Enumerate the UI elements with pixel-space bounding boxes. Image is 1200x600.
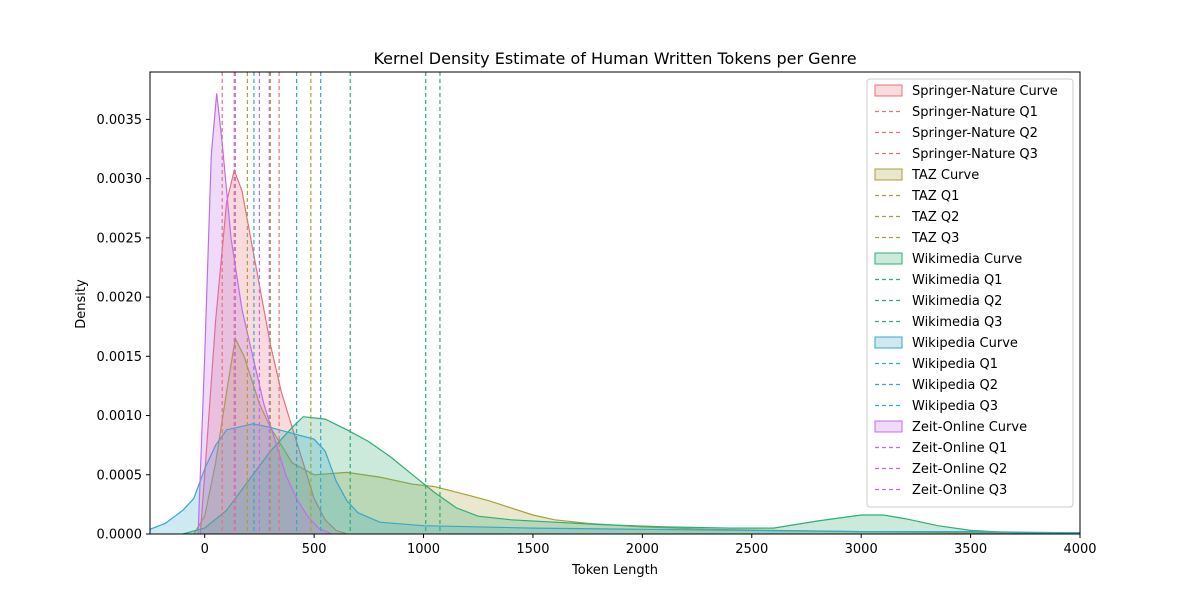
- zeit-online-area: [198, 93, 332, 534]
- y-tick-label: 0.0000: [97, 528, 143, 543]
- wikimedia-curve: [182, 416, 1080, 534]
- legend-box: [866, 78, 1074, 508]
- wikipedia-curve: [150, 423, 1080, 534]
- wikimedia-area: [182, 416, 1080, 534]
- legend-patch: [874, 168, 903, 181]
- y-tick-label: 0.0020: [97, 291, 143, 306]
- legend-label: Wikimedia Curve: [912, 252, 1022, 267]
- legend-label: Wikimedia Q2: [912, 294, 1002, 309]
- legend-label: Zeit-Online Curve: [912, 420, 1027, 435]
- springer-nature-area: [200, 170, 347, 534]
- x-tick-label: 2000: [626, 542, 659, 557]
- legend-label: Springer-Nature Q3: [912, 147, 1038, 162]
- plot-frame: [149, 71, 1081, 535]
- plot-clip-group: [150, 72, 1080, 534]
- axes: 0 500 1000 1500 2000 2500 3000 3500 4000 0.0000 0.…: [97, 71, 1097, 557]
- x-tick-label: 4000: [1063, 542, 1096, 557]
- x-tick-label: 2500: [735, 542, 768, 557]
- x-tick-label: 3500: [954, 542, 987, 557]
- x-tick-label: 1000: [407, 542, 440, 557]
- legend-label: Zeit-Online Q2: [912, 462, 1007, 477]
- legend-label: Wikipedia Q3: [912, 399, 998, 414]
- legend-label: Wikipedia Q1: [912, 357, 998, 372]
- y-tick-label: 0.0030: [97, 172, 143, 187]
- legend-label: Springer-Nature Q1: [912, 105, 1038, 120]
- y-tick-label: 0.0025: [97, 231, 143, 246]
- x-tick-label: 1500: [516, 542, 549, 557]
- y-tick-label: 0.0035: [97, 113, 143, 128]
- legend-label: TAZ Q3: [911, 231, 959, 246]
- legend-label: Zeit-Online Q1: [912, 441, 1007, 456]
- wikipedia-area: [150, 423, 1080, 534]
- zeit-online-curve: [197, 93, 332, 534]
- legend-label: Zeit-Online Q3: [912, 483, 1007, 498]
- legend-label: TAZ Curve: [911, 168, 979, 183]
- legend-patch: [874, 336, 903, 349]
- x-tick-label: 3000: [845, 542, 878, 557]
- springer-nature-curve: [199, 168, 348, 534]
- x-tick-label: 0: [201, 542, 209, 557]
- legend: Springer-Nature Curve Springer-Nature Q1 S…: [866, 78, 1074, 508]
- legend-label: Wikimedia Q3: [912, 315, 1002, 330]
- x-tick-label: 500: [302, 542, 327, 557]
- legend-patch: [874, 84, 903, 97]
- y-axis-label: Density: [74, 279, 89, 329]
- legend-label: Wikipedia Q2: [912, 378, 998, 393]
- taz-curve: [193, 336, 1080, 534]
- chart-title: Kernel Density Estimate of Human Written…: [373, 49, 856, 68]
- legend-patch: [874, 252, 903, 265]
- x-axis-label: Token Length: [571, 563, 658, 578]
- legend-label: Springer-Nature Q2: [912, 126, 1038, 141]
- legend-label: Springer-Nature Curve: [912, 84, 1058, 99]
- legend-label: TAZ Q1: [911, 189, 959, 204]
- y-tick-label: 0.0015: [97, 350, 143, 365]
- y-tick-label: 0.0005: [97, 468, 143, 483]
- legend-label: TAZ Q2: [911, 210, 959, 225]
- legend-patch: [874, 420, 903, 433]
- legend-label: Wikipedia Curve: [912, 336, 1018, 351]
- taz-area: [193, 338, 1080, 534]
- y-tick-label: 0.0010: [97, 409, 143, 424]
- plot-area: [150, 72, 1080, 534]
- legend-label: Wikimedia Q1: [912, 273, 1002, 288]
